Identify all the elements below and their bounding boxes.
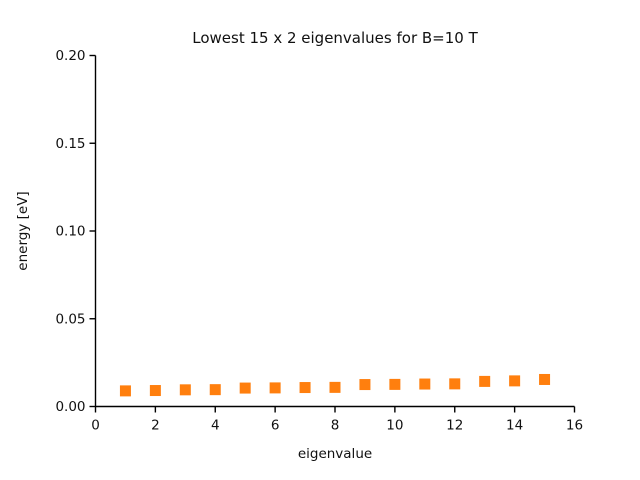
x-axis-label: eigenvalue [298,446,372,462]
data-points [119,373,551,397]
x-tick-label: 2 [151,418,160,434]
y-tick-label: 0.15 [55,136,85,152]
data-point [149,385,161,397]
data-point [239,382,251,394]
data-point [359,379,371,391]
x-tick-label: 14 [506,418,523,434]
x-tick-label: 10 [386,418,403,434]
x-tick-label: 0 [91,418,100,434]
data-point [329,381,341,393]
data-point [449,378,461,390]
x-axis: 0 2 4 6 8 10 12 14 16 [91,406,583,434]
data-point [479,375,491,387]
y-tick-label: 0.20 [55,48,85,64]
y-tick-label: 0.05 [55,311,85,327]
data-point [299,382,311,394]
data-point [509,375,521,387]
y-axis-label: energy [eV] [15,191,31,270]
x-tick-label: 6 [271,418,280,434]
x-tick-label: 8 [331,418,340,434]
chart-title: Lowest 15 x 2 eigenvalues for B=10 T [192,29,478,47]
x-tick-label: 12 [446,418,463,434]
x-tick-label: 4 [211,418,220,434]
y-axis: 0.00 0.05 0.10 0.15 0.20 [55,48,96,415]
data-point [209,384,221,396]
axis-spines [94,55,575,408]
x-tick-label: 16 [566,418,583,434]
data-point [419,378,431,390]
y-tick-label: 0.00 [55,399,85,415]
data-point [179,384,191,396]
data-point [389,378,401,390]
data-point [539,373,551,385]
data-point [119,385,131,397]
y-tick-label: 0.10 [55,224,85,240]
data-point [269,382,281,394]
